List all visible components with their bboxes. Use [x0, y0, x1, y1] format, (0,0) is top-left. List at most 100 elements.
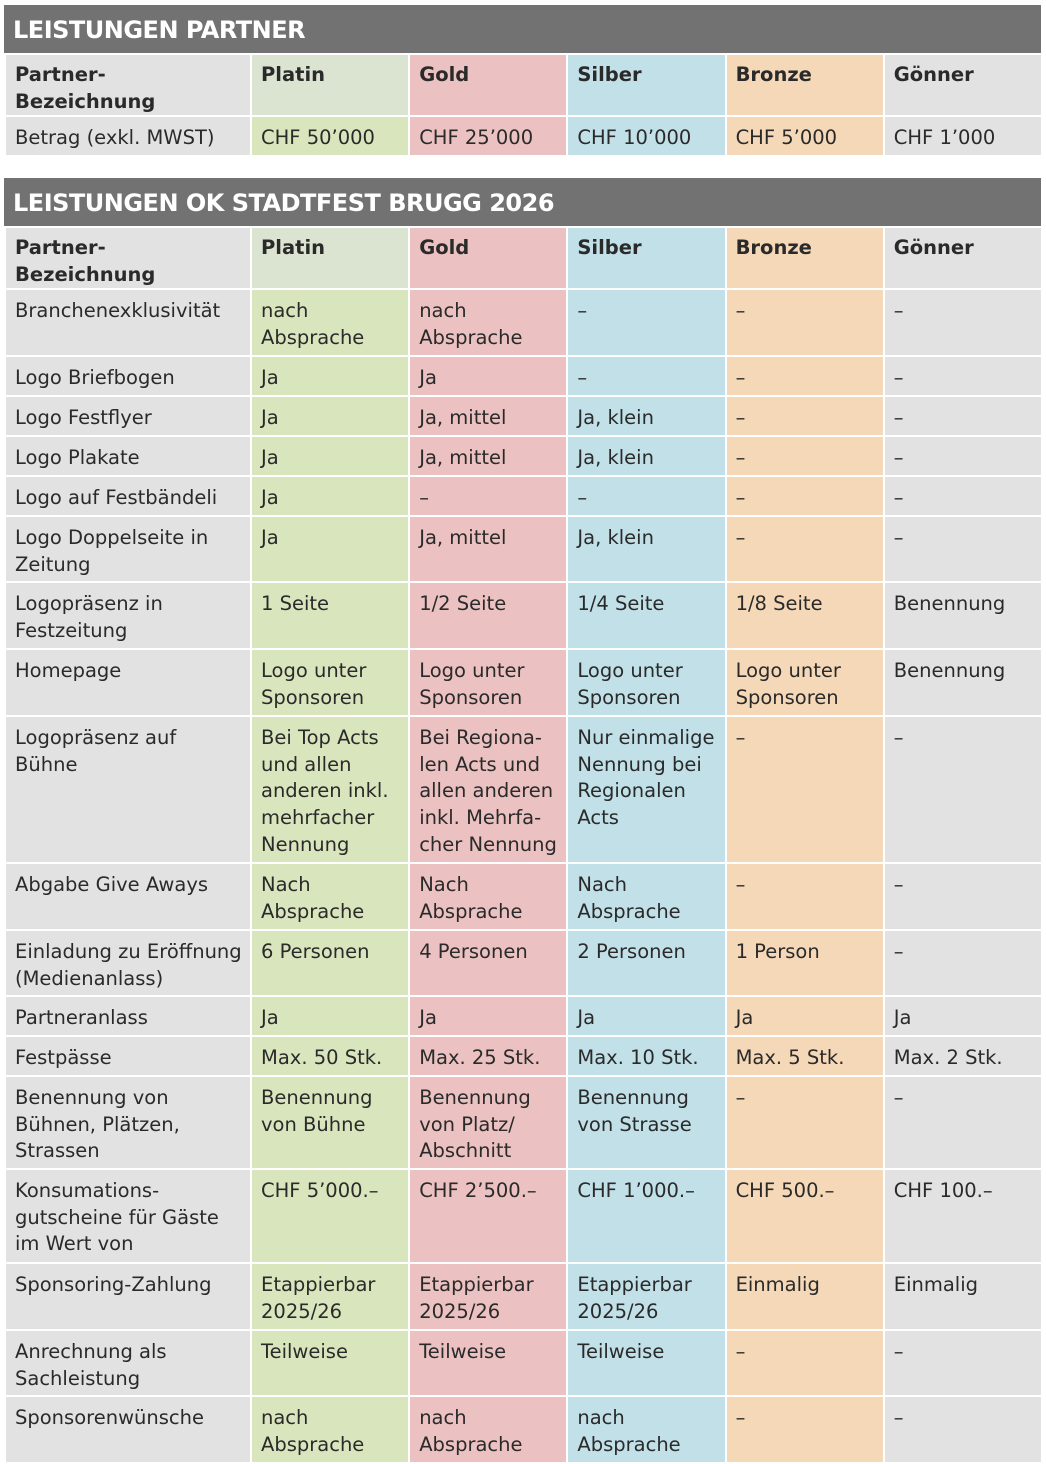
cell-bronze: – [724, 862, 885, 932]
header-cell-platin: Platin [249, 52, 411, 118]
cell-bronze: Max. 5 Stk. [724, 1035, 885, 1078]
table-row: Partneranlass Ja Ja Ja Ja Ja [4, 995, 1043, 1038]
cell-goenner: – [882, 515, 1043, 584]
cell-gold: Bei Regiona- len Acts und allen anderen … [408, 715, 569, 865]
cell-platin: nach Absprache [249, 288, 411, 358]
row-label: Logo Plakate [4, 435, 252, 478]
row-label: Logo auf Festbändeli [4, 475, 252, 518]
cell-bronze: – [724, 1395, 885, 1464]
cell-bronze: – [724, 1075, 885, 1171]
cell-goenner: Benennung [882, 581, 1043, 651]
cell-gold: Ja, mittel [408, 515, 569, 584]
table-row: Einladung zu Eröffnung (Medienanlass) 6 P… [4, 929, 1043, 998]
cell-silber: Ja, klein [566, 435, 727, 478]
row-label: Festpässe [4, 1035, 252, 1078]
ok-section: LEISTUNGEN OK STADTFEST BRUGG 2026 Partn… [4, 178, 1043, 1464]
row-label: Benennung von Bühnen, Plätzen, Strassen [4, 1075, 252, 1171]
cell-goenner: – [882, 1329, 1043, 1398]
cell-silber: Nach Absprache [566, 862, 727, 932]
cell-silber: Logo unter Sponsoren [566, 648, 727, 718]
cell-silber: Nur einmalige Nennung bei Regionalen Act… [566, 715, 727, 865]
cell-bronze: Einmalig [724, 1262, 885, 1332]
row-label: Logo Festflyer [4, 395, 252, 438]
cell-goenner: – [882, 1395, 1043, 1464]
row-label: Sponsoring-Zahlung [4, 1262, 252, 1332]
cell-gold: nach Absprache [408, 1395, 569, 1464]
cell-silber: nach Absprache [566, 1395, 727, 1464]
cell-silber: – [566, 288, 727, 358]
cell-gold: Ja, mittel [408, 435, 569, 478]
row-label: Logo Briefbogen [4, 355, 252, 398]
row-label: Konsumations- gutscheine für Gäste im We… [4, 1168, 252, 1265]
cell-silber: – [566, 475, 727, 518]
cell-silber: 1/4 Seite [566, 581, 727, 651]
cell-bronze: – [724, 475, 885, 518]
table-row: Konsumations- gutscheine für Gäste im We… [4, 1168, 1043, 1265]
header-cell-platin: Platin [249, 225, 411, 291]
cell-bronze: – [724, 435, 885, 478]
table-row: Benennung von Bühnen, Plätzen, Strassen B… [4, 1075, 1043, 1171]
cell-bronze: – [724, 288, 885, 358]
cell-silber: Etappierbar 2025/26 [566, 1262, 727, 1332]
cell-bronze: CHF 500.– [724, 1168, 885, 1265]
header-cell-silber: Silber [566, 52, 727, 118]
cell-bronze: – [724, 715, 885, 865]
cell-goenner: Max. 2 Stk. [882, 1035, 1043, 1078]
header-cell-gold: Gold [408, 52, 569, 118]
cell-silber: Ja [566, 995, 727, 1038]
cell-platin: nach Absprache [249, 1395, 411, 1464]
row-label: Sponsorenwünsche [4, 1395, 252, 1464]
cell-gold: – [408, 475, 569, 518]
row-label: Branchenexklusivität [4, 288, 252, 358]
cell-platin: Bei Top Acts und allen anderen inkl. meh… [249, 715, 411, 865]
cell-gold: 1/2 Seite [408, 581, 569, 651]
ok-section-title: LEISTUNGEN OK STADTFEST BRUGG 2026 [4, 178, 1041, 226]
cell-platin: Ja [249, 435, 411, 478]
header-cell-goenner: Gönner [882, 225, 1043, 291]
table-row: Abgabe Give Aways Nach Absprache Nach Absp… [4, 862, 1043, 932]
table-row: Logo Doppelseite in Zeitung Ja Ja, mittel J… [4, 515, 1043, 584]
cell-goenner: CHF 1’000 [882, 115, 1043, 158]
cell-gold: 4 Personen [408, 929, 569, 998]
cell-bronze: CHF 5’000 [724, 115, 885, 158]
row-label: Logo Doppelseite in Zeitung [4, 515, 252, 584]
row-label: Logopräsenz in Festzeitung [4, 581, 252, 651]
cell-silber: 2 Personen [566, 929, 727, 998]
cell-platin: CHF 50’000 [249, 115, 411, 158]
cell-platin: Nach Absprache [249, 862, 411, 932]
cell-gold: nach Absprache [408, 288, 569, 358]
cell-goenner: CHF 100.– [882, 1168, 1043, 1265]
cell-bronze: – [724, 1329, 885, 1398]
cell-goenner: – [882, 862, 1043, 932]
cell-gold: Ja [408, 355, 569, 398]
cell-silber: – [566, 355, 727, 398]
table-row: Branchenexklusivität nach Absprache nach A… [4, 288, 1043, 358]
header-cell-gold: Gold [408, 225, 569, 291]
cell-bronze: Ja [724, 995, 885, 1038]
cell-goenner: – [882, 435, 1043, 478]
cell-goenner: Benennung [882, 648, 1043, 718]
cell-gold: Ja, mittel [408, 395, 569, 438]
cell-goenner: Ja [882, 995, 1043, 1038]
cell-silber: Teilweise [566, 1329, 727, 1398]
cell-platin: Ja [249, 475, 411, 518]
cell-platin: Logo unter Sponsoren [249, 648, 411, 718]
cell-gold: Ja [408, 995, 569, 1038]
ok-table: Partner-Bezeichnung Platin Gold Silber Bronz… [4, 225, 1043, 1464]
cell-bronze: – [724, 395, 885, 438]
cell-gold: Etappierbar 2025/26 [408, 1262, 569, 1332]
cell-goenner: – [882, 1075, 1043, 1171]
header-cell-bronze: Bronze [724, 225, 885, 291]
row-label: Einladung zu Eröffnung (Medienanlass) [4, 929, 252, 998]
table-row: Logo Plakate Ja Ja, mittel Ja, klein – – [4, 435, 1043, 478]
table-header-row: Partner-Bezeichnung Platin Gold Silber Bronz… [4, 225, 1043, 291]
cell-platin: 1 Seite [249, 581, 411, 651]
cell-silber: CHF 1’000.– [566, 1168, 727, 1265]
cell-gold: CHF 2’500.– [408, 1168, 569, 1265]
cell-goenner: Einmalig [882, 1262, 1043, 1332]
row-label: Abgabe Give Aways [4, 862, 252, 932]
cell-bronze: – [724, 515, 885, 584]
table-row: Logopräsenz in Festzeitung 1 Seite 1/2 Sei… [4, 581, 1043, 651]
cell-platin: 6 Personen [249, 929, 411, 998]
partner-section-title: LEISTUNGEN PARTNER [4, 5, 1041, 53]
